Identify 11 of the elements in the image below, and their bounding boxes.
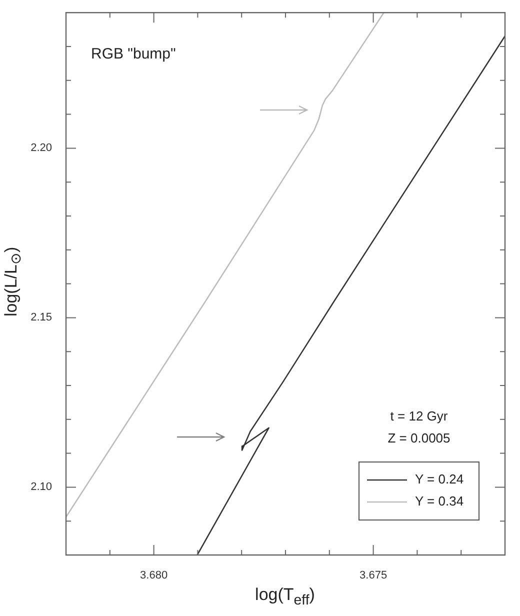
x-axis-title: log(T$_{eff}$) (254, 585, 316, 608)
x-tick-label: 3.680 (140, 570, 168, 582)
annotation: t = 12 Gyr (390, 408, 448, 424)
annotation: Z = 0.0005 (388, 430, 450, 446)
x-tick-label: 3.675 (360, 570, 388, 582)
annotation: RGB "bump" (91, 46, 176, 63)
y-tick-label: 2.20 (30, 142, 52, 154)
y-tick-label: 2.15 (30, 312, 52, 324)
legend-label: Y = 0.24 (415, 472, 464, 487)
legend-label: Y = 0.34 (415, 494, 464, 509)
y-tick-label: 2.10 (30, 481, 52, 494)
